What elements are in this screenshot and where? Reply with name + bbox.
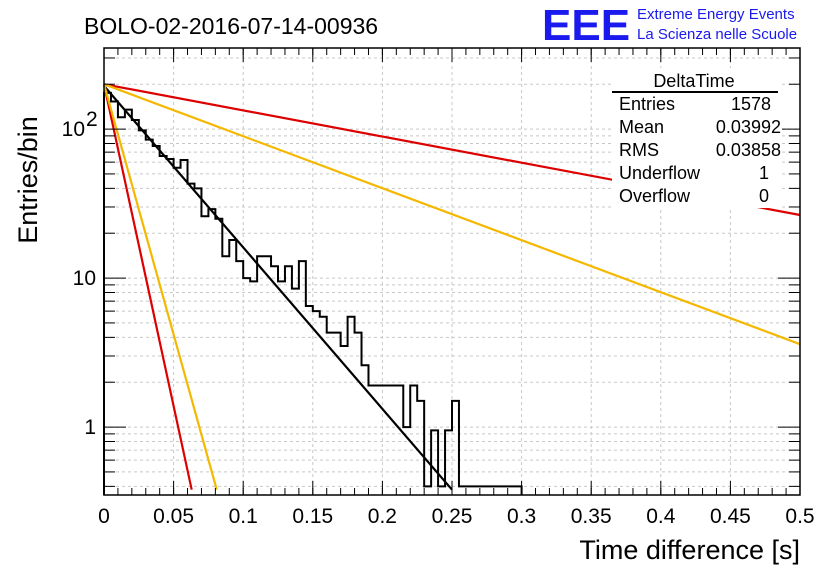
fit-curve: [102, 83, 193, 490]
x-tick-labels: 0 0.05 0.1 0.15 0.2 0.25 0.3 0.35 0.4 0.45 0.5: [98, 505, 814, 528]
run-title: BOLO-02-2016-07-14-00936: [84, 13, 378, 39]
stats-title: DeltaTime: [653, 71, 734, 91]
x-tick-label: 0.15: [292, 505, 333, 528]
logo-line-2: La Scienza nelle Scuole: [637, 26, 797, 43]
y-tick-exponent: 2: [86, 108, 98, 131]
x-tick-label: 0.2: [368, 505, 397, 528]
stats-value-entries: 1578: [731, 94, 771, 114]
y-tick-label: 10: [73, 267, 96, 290]
x-tick-label: 0.45: [710, 505, 751, 528]
fit-curve: [103, 83, 801, 346]
stats-label-overflow: Overflow: [619, 186, 691, 206]
x-tick-label: 0: [98, 505, 110, 528]
y-axis-title: Entries/bin: [13, 116, 43, 244]
stats-label-entries: Entries: [619, 94, 675, 114]
eee-logo: EEE Extreme Energy Events La Scienza nel…: [542, 1, 797, 50]
x-tick-label: 0.35: [571, 505, 612, 528]
axis-ticks: [103, 48, 801, 495]
x-tick-label: 0.4: [646, 505, 676, 528]
fit-curve: [103, 85, 453, 491]
logo-line-1: Extreme Energy Events: [637, 6, 795, 23]
x-axis-title: Time difference [s]: [579, 535, 800, 565]
x-tick-label: 0.3: [507, 505, 536, 528]
stats-box: DeltaTime Entries 1578 Mean 0.03992 RMS …: [612, 68, 782, 208]
stats-value-underflow: 1: [759, 163, 769, 183]
x-tick-label: 0.1: [229, 505, 258, 528]
stats-label-rms: RMS: [619, 140, 659, 160]
stats-label-underflow: Underflow: [619, 163, 701, 183]
logo-mark: EEE: [542, 1, 630, 50]
x-tick-label: 0.5: [785, 505, 814, 528]
y-tick-label: 1: [84, 416, 96, 439]
stats-value-mean: 0.03992: [716, 117, 781, 137]
fit-curve: [102, 83, 218, 490]
y-tick-label: 10: [62, 118, 85, 141]
stats-value-rms: 0.03858: [716, 140, 781, 160]
x-tick-label: 0.05: [153, 505, 194, 528]
x-tick-label: 0.25: [432, 505, 473, 528]
stats-value-overflow: 0: [759, 186, 769, 206]
stats-label-mean: Mean: [619, 117, 664, 137]
